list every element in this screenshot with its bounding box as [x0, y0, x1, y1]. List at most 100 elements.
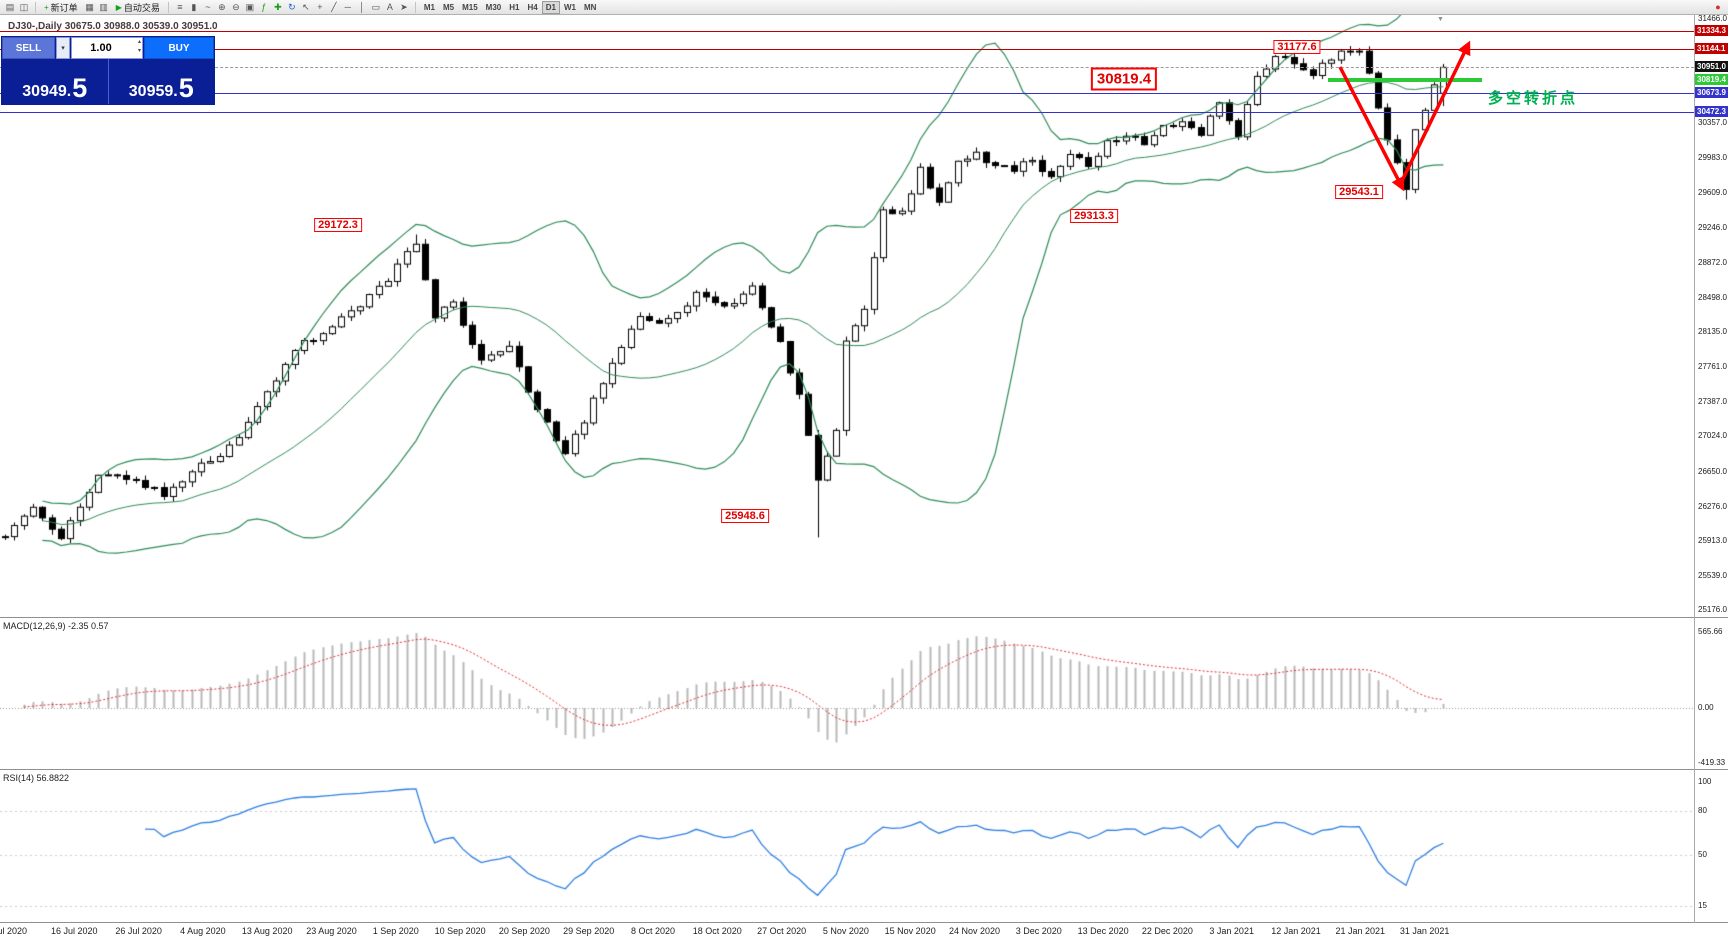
candlestick-chart-canvas[interactable] [0, 15, 1694, 617]
timeframe-m30-button[interactable]: M30 [482, 1, 506, 14]
sell-button[interactable]: SELL [2, 37, 55, 59]
volume-steppers: ▴ ▾ [138, 38, 141, 56]
rsi-axis-label: 15 [1698, 901, 1707, 910]
community-status-icon[interactable]: ● [1715, 2, 1721, 12]
toolbar-group-panels: ▦ ▥ [83, 1, 111, 13]
price-annotation[interactable]: 29543.1 [1335, 185, 1383, 199]
navigator-icon[interactable]: ▥ [99, 2, 108, 12]
timeframe-m1-button[interactable]: M1 [420, 1, 439, 14]
volume-field: ▴ ▾ [71, 37, 143, 59]
price-tick: 28498.0 [1698, 293, 1727, 302]
date-label: Jul 2020 [0, 926, 28, 936]
date-label: 15 Nov 2020 [884, 926, 936, 936]
date-label: 1 Sep 2020 [372, 926, 419, 936]
price-tick: 25539.0 [1698, 571, 1727, 580]
date-label: 20 Sep 2020 [498, 926, 550, 936]
bid-price-display[interactable]: 30949. 5 [2, 59, 109, 104]
arrow-tool-icon[interactable]: ➤ [400, 2, 408, 12]
price-tag: 30472.3 [1695, 106, 1728, 117]
timeframe-h4-button[interactable]: H4 [523, 1, 541, 14]
indicators-icon[interactable]: ƒ [261, 2, 267, 12]
cursor-icon[interactable]: ↖ [302, 2, 310, 12]
volume-preset-dropdown[interactable]: ▾ [56, 37, 70, 59]
zoom-out-icon[interactable]: ⊖ [232, 2, 240, 12]
price-tick: 29609.0 [1698, 188, 1727, 197]
price-level-line[interactable] [0, 112, 1694, 113]
date-label: 26 Jul 2020 [115, 926, 162, 936]
time-axis[interactable]: Jul 2020 16 Jul 2020 26 Jul 2020 4 Aug 2020… [0, 923, 1728, 938]
timeframe-m15-button[interactable]: M15 [458, 1, 482, 14]
refresh-icon[interactable]: ↻ [288, 2, 296, 12]
price-level-line[interactable] [0, 67, 1694, 68]
date-label: 10 Sep 2020 [434, 926, 486, 936]
candlestick-chart-icon[interactable]: ▮ [191, 2, 197, 12]
crosshair-icon[interactable]: + [317, 2, 323, 12]
panel-separator[interactable] [0, 769, 1728, 770]
rsi-canvas [0, 770, 1694, 922]
date-label: 21 Jan 2021 [1335, 926, 1386, 936]
price-level-line[interactable] [0, 49, 1694, 50]
toolbar-group-timeframes: M1 M5 M15 M30 H1 H4 D1 W1 MN [420, 0, 601, 14]
price-tag: 31144.1 [1695, 43, 1728, 54]
ask-price-display[interactable]: 30959. 5 [109, 59, 215, 104]
chart-profiles-icon[interactable]: ◫ [19, 2, 29, 12]
volume-decrease-icon[interactable]: ▾ [137, 48, 141, 54]
macd-panel[interactable]: MACD(12,26,9) -2.35 0.57 565.66 0.00 -419.… [0, 618, 1728, 769]
tile-windows-icon[interactable]: ▣ [245, 2, 255, 12]
price-level-line[interactable] [0, 93, 1694, 94]
timeframe-w1-button[interactable]: W1 [560, 1, 580, 14]
horizontal-line-icon[interactable]: ─ [344, 2, 352, 12]
text-tool-icon[interactable]: A [386, 2, 393, 12]
new-order-label: 新订单 [50, 2, 78, 13]
new-order-button[interactable]: + 新订单 [40, 1, 82, 14]
timeframe-d1-button[interactable]: D1 [541, 0, 560, 14]
price-annotation[interactable]: 29313.3 [1070, 209, 1118, 223]
buy-button[interactable]: BUY [144, 37, 214, 59]
trendline-icon[interactable]: ╱ [331, 2, 337, 12]
zoom-in-icon[interactable]: ⊕ [218, 2, 226, 12]
price-annotation[interactable]: 25948.6 [721, 509, 769, 523]
autotrading-button[interactable]: ▶ 自动交易 [112, 1, 164, 14]
new-chart-icon[interactable]: ▤ [5, 2, 15, 12]
price-tick: 30357.0 [1698, 118, 1727, 127]
date-label: 31 Jan 2021 [1399, 926, 1450, 936]
date-label: 5 Nov 2020 [822, 926, 869, 936]
date-label: 13 Dec 2020 [1077, 926, 1129, 936]
rectangle-icon[interactable]: ▭ [371, 2, 381, 12]
price-tag: 30673.9 [1695, 87, 1728, 98]
chart-shift-marker[interactable]: ▼ [1437, 16, 1444, 23]
autotrading-label: 自动交易 [123, 2, 160, 13]
volume-input[interactable] [71, 37, 143, 59]
date-label: 27 Oct 2020 [757, 926, 807, 936]
price-tick: 25176.0 [1698, 605, 1727, 614]
price-tick: 27387.0 [1698, 397, 1727, 406]
price-annotation[interactable]: 29172.3 [314, 218, 362, 232]
rsi-label: RSI(14) 56.8822 [3, 773, 70, 783]
price-tick: 25913.0 [1698, 536, 1727, 545]
main-chart-panel[interactable]: DJ30-,Daily 30675.0 30988.0 30539.0 3095… [0, 14, 1728, 617]
date-label: 4 Aug 2020 [180, 926, 226, 936]
date-label: 16 Jul 2020 [51, 926, 98, 936]
timeframe-mn-button[interactable]: MN [580, 1, 600, 14]
vertical-line-icon[interactable]: │ [359, 2, 365, 12]
panel-separator[interactable] [0, 617, 1728, 618]
timeframe-h1-button[interactable]: H1 [505, 1, 523, 14]
price-annotation[interactable]: 30819.4 [1090, 67, 1158, 91]
volume-increase-icon[interactable]: ▴ [137, 39, 141, 45]
price-annotation[interactable]: 31177.6 [1273, 40, 1321, 54]
panel-separator[interactable] [0, 922, 1728, 923]
bar-chart-icon[interactable]: ≡ [177, 2, 183, 12]
price-level-line[interactable] [0, 31, 1694, 32]
add-object-icon[interactable]: ✚ [274, 2, 282, 12]
rsi-panel[interactable]: RSI(14) 56.8822 100 80 50 15 [0, 770, 1728, 922]
market-watch-icon[interactable]: ▦ [85, 2, 94, 12]
toolbar-group-right: ● [1711, 1, 1725, 13]
price-tick: 28135.0 [1698, 327, 1727, 336]
price-tick: 27761.0 [1698, 362, 1727, 371]
line-chart-icon[interactable]: ~ [205, 2, 211, 12]
date-label: 8 Oct 2020 [630, 926, 676, 936]
support-line[interactable] [1328, 78, 1482, 82]
ask-price-main: 30959. [128, 83, 178, 100]
timeframe-m5-button[interactable]: M5 [439, 1, 458, 14]
rsi-axis-label: 100 [1698, 777, 1712, 786]
